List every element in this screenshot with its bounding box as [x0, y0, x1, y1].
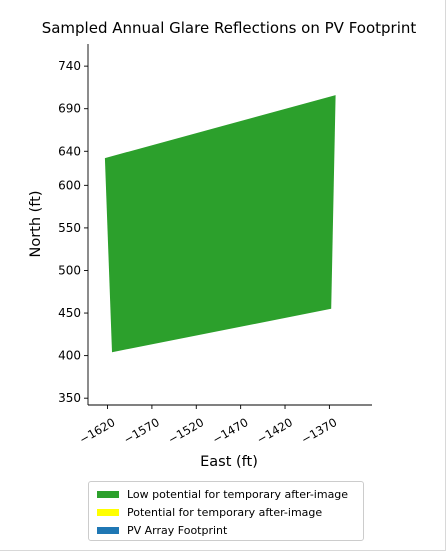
y-tick-label: 640 [58, 144, 81, 158]
x-tick-label: −1420 [254, 415, 295, 447]
y-axis-label: North (ft) [28, 190, 44, 257]
y-tick-label: 600 [58, 178, 81, 192]
legend: Low potential for temporary after-image … [88, 481, 364, 541]
y-tick-label: 550 [58, 221, 81, 235]
legend-item-footprint: PV Array Footprint [97, 521, 363, 539]
legend-swatch-low [97, 490, 119, 498]
legend-swatch-potential [97, 508, 119, 516]
x-axis-label: East (ft) [200, 454, 258, 470]
legend-item-low: Low potential for temporary after-image [97, 485, 363, 503]
x-tick-label: −1620 [77, 415, 118, 447]
chart-title: Sampled Annual Glare Reflections on PV F… [42, 19, 417, 37]
x-tick-label: −1570 [121, 415, 162, 447]
legend-label-footprint: PV Array Footprint [127, 523, 228, 537]
plot-area [104, 95, 336, 353]
x-tick-label: −1370 [299, 415, 340, 447]
glare-polygon [104, 95, 336, 353]
legend-label-low: Low potential for temporary after-image [127, 487, 349, 501]
legend-swatch-footprint [97, 526, 119, 534]
x-tick-label: −1520 [165, 415, 206, 447]
y-tick-label: 500 [58, 263, 81, 277]
legend-label-potential: Potential for temporary after-image [127, 505, 323, 519]
x-tick-label: −1470 [210, 415, 251, 447]
legend-item-potential: Potential for temporary after-image [97, 503, 363, 521]
y-tick-label: 690 [58, 102, 81, 116]
y-tick-label: 400 [58, 349, 81, 363]
y-tick-label: 350 [58, 391, 81, 405]
y-tick-label: 450 [58, 306, 81, 320]
y-tick-label: 740 [58, 59, 81, 73]
